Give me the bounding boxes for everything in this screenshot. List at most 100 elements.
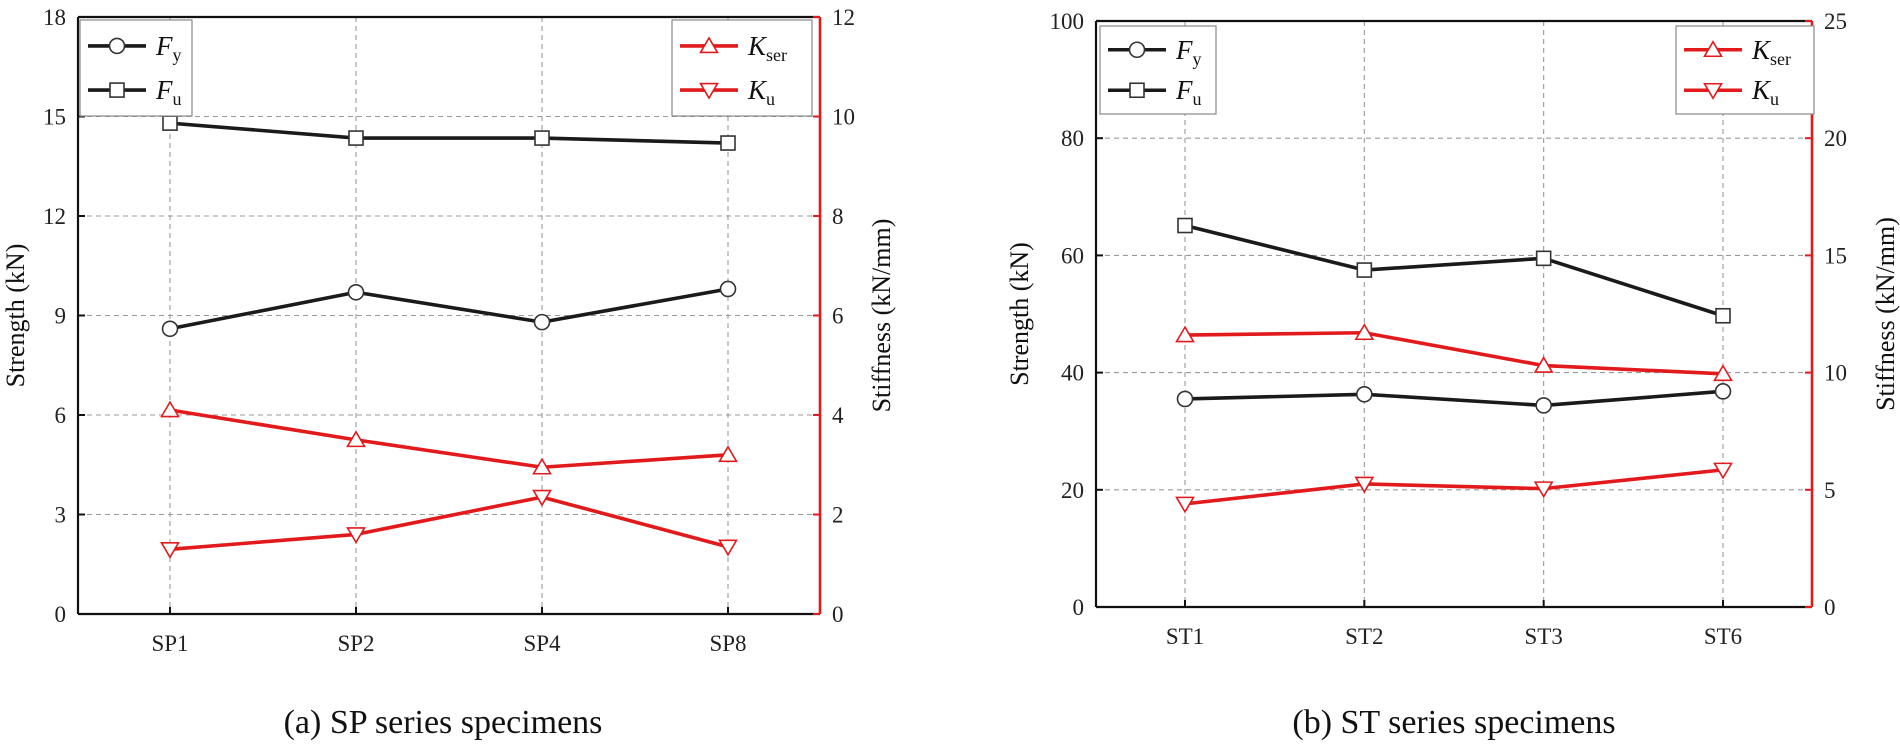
legend-label-subscript: y (1193, 49, 1202, 69)
legend-label-subscript: u (173, 89, 182, 109)
right-tick-label: 10 (1824, 361, 1847, 386)
legend-marker (1129, 82, 1145, 99)
series-line (1184, 468, 1724, 506)
data-point (533, 313, 551, 331)
series-Kser (160, 400, 738, 475)
left-tick-label: 60 (1061, 243, 1084, 268)
left-tick-label: 6 (55, 403, 67, 428)
data-point (720, 135, 736, 151)
left-tick-label: 9 (55, 304, 67, 329)
right-tick-label: 2 (832, 503, 844, 528)
right-tick-label: 15 (1824, 243, 1847, 268)
series-line (1184, 389, 1724, 408)
series-line (1184, 330, 1724, 376)
x-tick-label: SP4 (523, 631, 561, 656)
y-axis-title-right: Stiffness (kN/mm) (867, 219, 896, 413)
legend-label: Ku (747, 75, 775, 109)
data-point (719, 280, 737, 298)
data-point (160, 542, 180, 559)
legend-label-subscript: u (1193, 89, 1202, 109)
right-tick-label: 0 (832, 602, 844, 627)
y-axis-title-left: Strength (kN) (1005, 242, 1034, 386)
series-line (169, 287, 729, 331)
right-tick-label: 4 (832, 403, 844, 428)
legend-marker (699, 36, 719, 54)
left-tick-label: 15 (43, 105, 66, 130)
left-tick-label: 0 (55, 602, 67, 627)
left-tick-label: 80 (1061, 126, 1084, 151)
right-tick-label: 0 (1824, 595, 1836, 620)
legend-box (671, 19, 813, 117)
panel-caption: (b) ST series specimens (1292, 704, 1615, 741)
left-tick-label: 0 (1073, 595, 1085, 620)
data-point (718, 539, 738, 557)
legend-marker (1128, 41, 1146, 59)
data-point (1715, 307, 1731, 324)
data-point (1535, 397, 1552, 414)
x-tick-label: ST1 (1166, 624, 1204, 649)
left-tick-label: 18 (43, 5, 66, 30)
data-point (1533, 355, 1554, 373)
y-axis-title-right: Stiffness (kN/mm) (1871, 217, 1900, 411)
series-Ku (1175, 462, 1733, 514)
legend-label-subscript: y (173, 45, 182, 65)
right-tick-label: 25 (1824, 9, 1847, 34)
legend-label-subscript: ser (766, 45, 787, 65)
legend-label-subscript: u (766, 89, 775, 109)
chart-panel-1: 0 3 6 9 12 15 18 0 2 4 6 8 10 12 SP1 SP2 SP4 SP8 Strength … (1, 5, 896, 741)
data-point (1713, 462, 1733, 480)
right-tick-label: 20 (1824, 126, 1847, 151)
data-point (1535, 250, 1552, 267)
chart-panel-2: 0 20 40 60 80 100 0 5 10 15 20 25 ST1 ST2 ST3 ST6 Streng… (1005, 9, 1900, 741)
left-tick-label: 100 (1050, 9, 1085, 34)
legend-marker (108, 37, 126, 55)
data-point (162, 115, 178, 131)
legend-marker (699, 82, 719, 100)
legend-box (79, 19, 193, 117)
series-line (169, 121, 729, 145)
data-point (161, 320, 179, 338)
data-point (1713, 364, 1733, 382)
right-tick-label: 5 (1824, 478, 1836, 503)
data-point (718, 445, 738, 463)
panel-caption: (a) SP series specimens (284, 704, 603, 741)
right-tick-label: 6 (832, 304, 844, 329)
series-line (1184, 223, 1724, 318)
series-line (169, 408, 729, 470)
data-point (532, 489, 552, 507)
data-point (348, 130, 364, 146)
legend-label-subscript: ser (1770, 49, 1791, 69)
left-tick-label: 12 (43, 204, 66, 229)
series-Fu (162, 115, 736, 151)
legend-box (1099, 25, 1217, 115)
right-tick-label: 12 (832, 5, 855, 30)
data-point (1356, 385, 1373, 403)
data-point (1175, 325, 1195, 343)
series-line (169, 495, 729, 552)
right-tick-label: 10 (832, 105, 855, 130)
series-Fy (1176, 383, 1732, 414)
data-point (1533, 481, 1554, 499)
legend-label-subscript: u (1770, 89, 1779, 109)
right-tick-label: 8 (832, 204, 844, 229)
legend-marker (109, 82, 125, 98)
x-tick-label: ST3 (1524, 624, 1562, 649)
data-point (1177, 217, 1193, 234)
data-point (1176, 390, 1194, 408)
data-point (347, 283, 365, 301)
x-tick-label: SP2 (337, 631, 374, 656)
x-tick-label: SP8 (709, 631, 746, 656)
x-tick-label: ST6 (1704, 624, 1742, 649)
series-Fu (1177, 217, 1731, 324)
x-tick-label: SP1 (151, 631, 188, 656)
left-tick-label: 40 (1061, 361, 1084, 386)
data-point (1714, 383, 1732, 400)
legend-box (1675, 25, 1815, 115)
left-tick-label: 3 (55, 503, 67, 528)
data-point (346, 527, 366, 544)
data-point (1354, 323, 1375, 341)
left-tick-label: 20 (1061, 478, 1084, 503)
data-point (534, 130, 550, 146)
